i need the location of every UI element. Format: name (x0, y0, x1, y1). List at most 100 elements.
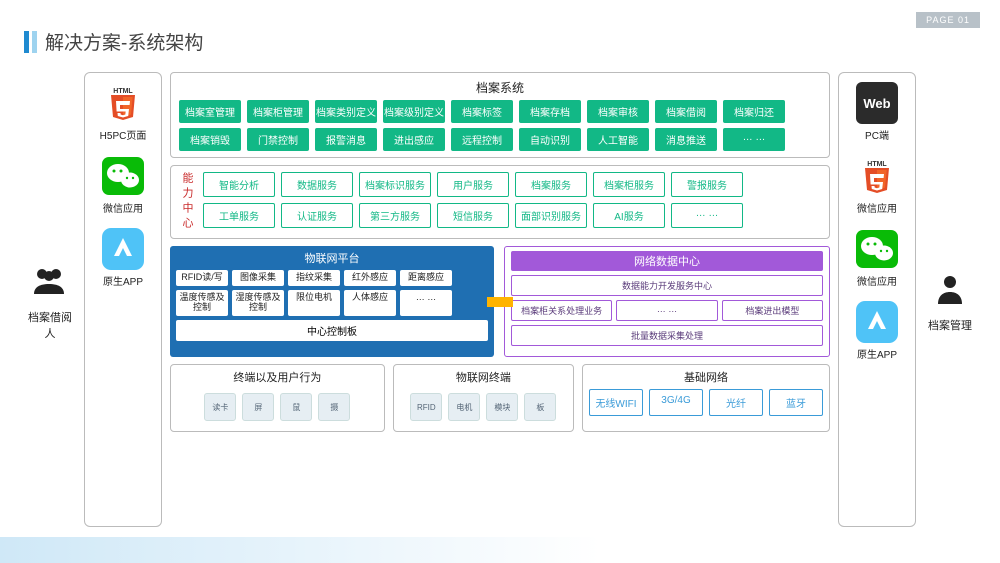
left-actor-col: 档案借阅人 (24, 72, 76, 527)
chip: 工单服务 (203, 203, 275, 228)
people-icon (28, 259, 72, 303)
title-text: 解决方案-系统架构 (45, 28, 203, 55)
iotterm-panel: 物联网终端 RFID电机模块板 (393, 364, 574, 432)
iot-footer: 中心控制板 (176, 320, 488, 341)
chip: 档案柜管理 (247, 100, 309, 123)
connector-bar (487, 297, 513, 307)
basenet-title: 基础网络 (589, 369, 823, 385)
iot-chip: … … (400, 290, 452, 316)
channel-label: 原生APP (857, 346, 897, 361)
basenet-chip: 无线WIFI (589, 389, 643, 416)
chip: 档案归还 (723, 100, 785, 123)
iot-chip: 人体感应 (344, 290, 396, 316)
iot-chip: 指纹采集 (288, 270, 340, 286)
netcenter-panel: 网络数据中心 数据能力开发服务中心 档案柜关系处理业务… …档案进出模型 批量数… (504, 246, 830, 357)
svg-text:Web: Web (863, 96, 890, 111)
iot-chip: RFID读/写 (176, 270, 228, 286)
chip: 短信服务 (437, 203, 509, 228)
channel-wechat: 微信应用 (855, 227, 899, 288)
chip: 面部识别服务 (515, 203, 587, 228)
basenet-chip: 光纤 (709, 389, 763, 416)
chip: 人工智能 (587, 128, 649, 151)
channel-label: 微信应用 (857, 273, 897, 288)
page-title: 解决方案-系统架构 (24, 28, 203, 55)
svg-text:HTML: HTML (113, 88, 133, 95)
wechat-icon (855, 227, 899, 271)
chip: 档案室管理 (179, 100, 241, 123)
chip: 消息推送 (655, 128, 717, 151)
chip: 档案级别定义 (383, 100, 445, 123)
chip: 认证服务 (281, 203, 353, 228)
svg-text:HTML: HTML (867, 161, 887, 168)
title-accent (24, 31, 37, 53)
wechat-icon (101, 154, 145, 198)
main-stack: 档案系统 档案室管理档案柜管理档案类别定义档案级别定义档案标签档案存档档案审核档… (170, 72, 830, 527)
channel-wechat: 微信应用 (101, 154, 145, 215)
chip: 自动识别 (519, 128, 581, 151)
footer-gradient (0, 537, 1000, 563)
hw-icon: 鼠 (280, 393, 312, 421)
iot-chip: 湿度传感及控制 (232, 290, 284, 316)
iotterm-title: 物联网终端 (400, 369, 567, 385)
app-icon (101, 227, 145, 271)
iot-title: 物联网平台 (176, 250, 488, 266)
ability-label: 能力中心 (179, 172, 195, 232)
ability-panel: 能力中心 智能分析数据服务档案标识服务用户服务档案服务档案柜服务警报服务 工单服… (170, 165, 830, 239)
app-icon (855, 300, 899, 344)
hw-icon: 读卡 (204, 393, 236, 421)
iotterm-hw: RFID电机模块板 (400, 389, 567, 425)
net-chip: 档案柜关系处理业务 (511, 300, 612, 321)
left-channels: HTMLH5PC页面微信应用原生APP (84, 72, 162, 527)
chip: 进出感应 (383, 128, 445, 151)
channel-label: 原生APP (103, 273, 143, 288)
basenet-chip: 3G/4G (649, 389, 703, 416)
channel-label: PC端 (865, 127, 889, 142)
terminal-title: 终端以及用户行为 (177, 369, 378, 385)
right-actor-col: 档案管理 (924, 72, 976, 527)
right-channels: WebPC端HTML微信应用微信应用原生APP (838, 72, 916, 527)
hw-icon: RFID (410, 393, 442, 421)
netcenter-title: 网络数据中心 (511, 251, 823, 271)
chip: AI服务 (593, 203, 665, 228)
netcenter-row2: 档案柜关系处理业务… …档案进出模型 (511, 300, 823, 321)
chip: 档案柜服务 (593, 172, 665, 197)
iot-grid: RFID读/写图像采集指纹采集红外感应距离感应温度传感及控制湿度传感及控制限位电… (176, 270, 488, 316)
hw-icon: 模块 (486, 393, 518, 421)
chip: 档案服务 (515, 172, 587, 197)
archive-row1: 档案室管理档案柜管理档案类别定义档案级别定义档案标签档案存档档案审核档案借阅档案… (179, 100, 821, 123)
hw-icon: 摄 (318, 393, 350, 421)
chip: 门禁控制 (247, 128, 309, 151)
iot-chip: 限位电机 (288, 290, 340, 316)
basenet-chips: 无线WIFI3G/4G光纤蓝牙 (589, 389, 823, 416)
chip: 远程控制 (451, 128, 513, 151)
chip: … … (723, 128, 785, 151)
html5-icon: HTML (101, 81, 145, 125)
netcenter-row3: 批量数据采集处理 (511, 325, 823, 346)
iot-chip: 图像采集 (232, 270, 284, 286)
page-badge: PAGE 01 (916, 12, 980, 28)
net-chip: 档案进出模型 (722, 300, 823, 321)
hw-icon: 电机 (448, 393, 480, 421)
diagram: 档案借阅人 HTMLH5PC页面微信应用原生APP 档案系统 档案室管理档案柜管… (24, 72, 976, 527)
channel-html5: HTMLH5PC页面 (100, 81, 147, 142)
ability-row1: 智能分析数据服务档案标识服务用户服务档案服务档案柜服务警报服务 (203, 172, 821, 197)
person-icon (928, 267, 972, 311)
hw-icon: 板 (524, 393, 556, 421)
basenet-chip: 蓝牙 (769, 389, 823, 416)
chip: 档案类别定义 (315, 100, 377, 123)
chip: 档案标识服务 (359, 172, 431, 197)
basenet-panel: 基础网络 无线WIFI3G/4G光纤蓝牙 (582, 364, 830, 432)
chip: 第三方服务 (359, 203, 431, 228)
hw-icon: 屏 (242, 393, 274, 421)
chip: 档案存档 (519, 100, 581, 123)
right-actor-label: 档案管理 (928, 317, 972, 333)
terminal-panel: 终端以及用户行为 读卡屏鼠摄 (170, 364, 385, 432)
net-chip: 批量数据采集处理 (511, 325, 823, 346)
chip: 档案销毁 (179, 128, 241, 151)
ability-row2: 工单服务认证服务第三方服务短信服务面部识别服务AI服务… … (203, 203, 821, 228)
channel-label: 微信应用 (857, 200, 897, 215)
iot-panel: 物联网平台 RFID读/写图像采集指纹采集红外感应距离感应温度传感及控制湿度传感… (170, 246, 494, 357)
channel-app: 原生APP (855, 300, 899, 361)
net-chip: … … (616, 300, 717, 321)
chip: 智能分析 (203, 172, 275, 197)
